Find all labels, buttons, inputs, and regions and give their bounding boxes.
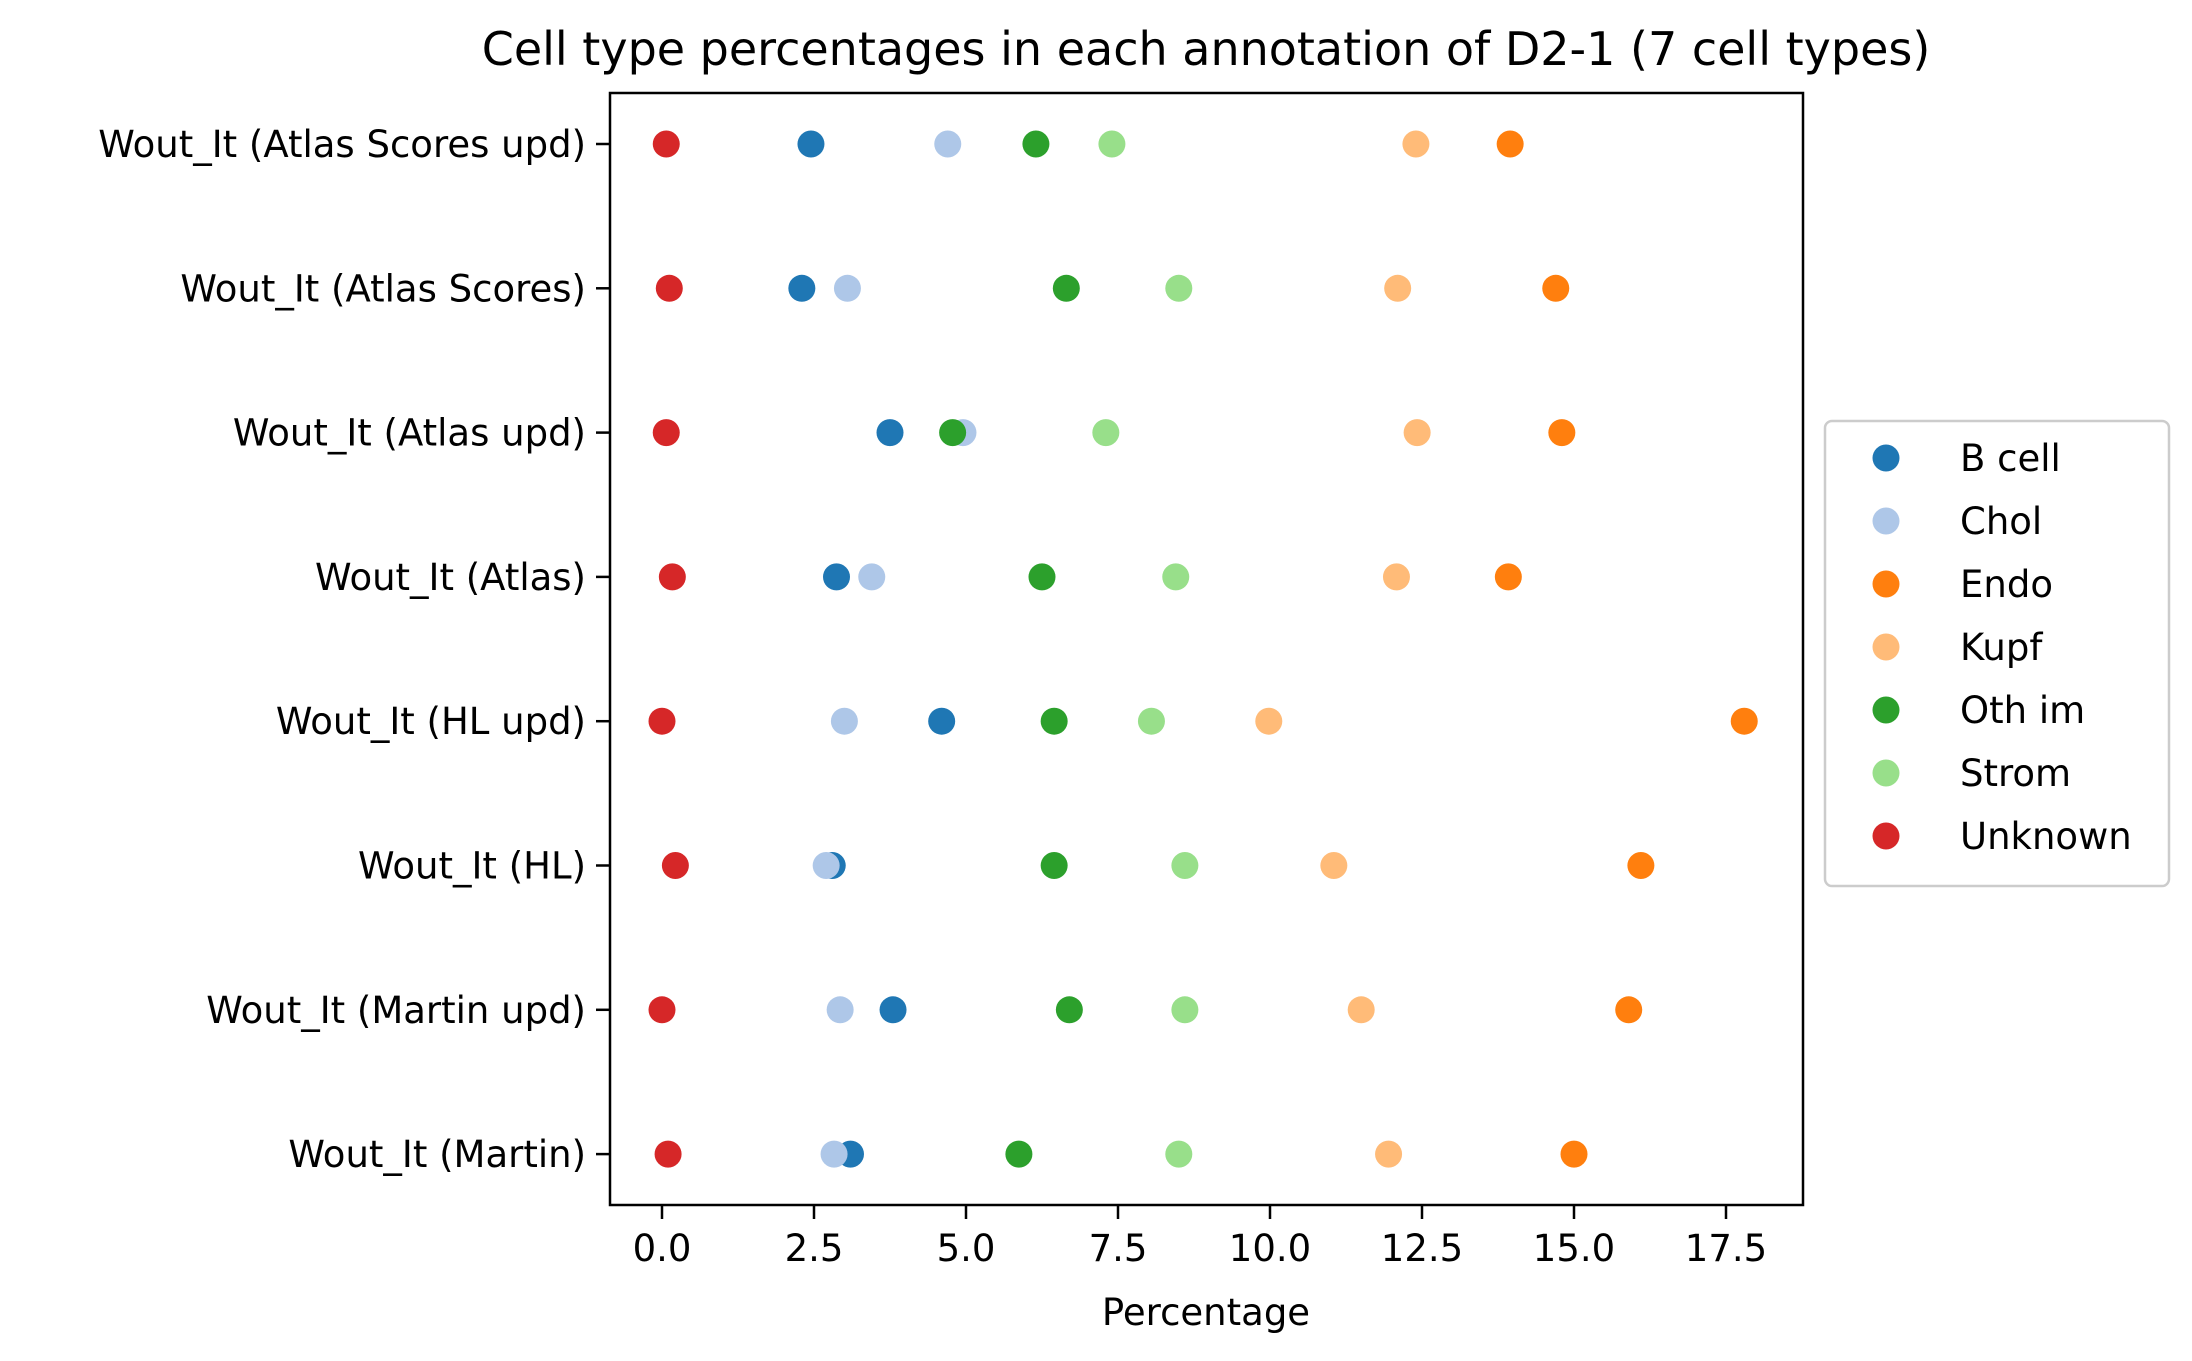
- x-tick-label: 17.5: [1685, 1227, 1767, 1270]
- data-point-chol: [833, 274, 861, 302]
- y-tick-label: Wout_It (Martin upd): [206, 989, 586, 1032]
- data-point-oth-im: [1040, 707, 1068, 735]
- data-point-b-cell: [928, 707, 956, 735]
- data-point-unknown: [661, 852, 689, 879]
- data-point-kupf: [1382, 563, 1410, 591]
- plot-frame: [608, 91, 1805, 1207]
- data-point-strom: [1098, 130, 1126, 158]
- data-point-kupf: [1255, 707, 1283, 735]
- data-point-unknown: [648, 996, 676, 1024]
- data-point-chol: [812, 852, 840, 879]
- x-axis: 0.0 2.5 5.0 7.5 10.0 12.5 15.0 17.5: [633, 1205, 1767, 1270]
- data-point-endo: [1730, 707, 1758, 735]
- data-point-kupf: [1375, 1140, 1403, 1168]
- data-point-unknown: [652, 419, 680, 447]
- data-point-chol: [934, 130, 962, 158]
- legend-marker: [1872, 570, 1900, 598]
- data-point-endo: [1496, 130, 1524, 158]
- data-point-b-cell: [788, 274, 816, 302]
- x-tick-label: 12.5: [1381, 1227, 1463, 1270]
- legend-label: Kupf: [1960, 626, 2043, 669]
- legend-marker: [1872, 696, 1900, 724]
- legend-marker: [1872, 507, 1900, 535]
- data-point-strom: [1137, 707, 1165, 735]
- legend-label: Chol: [1960, 500, 2042, 543]
- data-point-strom: [1171, 852, 1199, 879]
- data-point-endo: [1542, 274, 1570, 302]
- data-point-b-cell: [797, 130, 825, 158]
- data-point-unknown: [654, 1140, 682, 1168]
- x-tick-label: 5.0: [937, 1227, 996, 1270]
- data-point-endo: [1627, 852, 1655, 879]
- data-point-chol: [826, 996, 854, 1024]
- y-tick-label: Wout_It (Atlas): [315, 556, 586, 599]
- data-point-kupf: [1402, 130, 1430, 158]
- x-tick-label: 15.0: [1533, 1227, 1615, 1270]
- data-point-unknown: [652, 130, 680, 158]
- legend-label: B cell: [1960, 437, 2061, 480]
- data-point-oth-im: [1005, 1140, 1033, 1168]
- data-point-endo: [1615, 996, 1643, 1024]
- data-point-kupf: [1384, 274, 1412, 302]
- x-tick-label: 10.0: [1229, 1227, 1311, 1270]
- data-point-strom: [1165, 274, 1193, 302]
- legend: B cell Chol Endo Kupf Oth im Strom Unknown: [1823, 419, 2171, 888]
- legend-label: Oth im: [1960, 689, 2085, 732]
- data-point-b-cell: [879, 996, 907, 1024]
- y-tick-label: Wout_It (Atlas upd): [233, 412, 586, 455]
- y-tick-label: Wout_It (HL upd): [276, 700, 586, 743]
- x-tick-label: 2.5: [785, 1227, 844, 1270]
- data-point-unknown: [648, 707, 676, 735]
- data-point-oth-im: [939, 419, 967, 447]
- legend-label: Endo: [1960, 563, 2053, 606]
- x-tick-label: 7.5: [1089, 1227, 1148, 1270]
- data-points: [648, 130, 1758, 1168]
- data-point-kupf: [1320, 852, 1348, 879]
- y-axis: Wout_It (Atlas Scores upd) Wout_It (Atlas…: [98, 123, 610, 1176]
- data-point-oth-im: [1055, 996, 1083, 1024]
- x-axis-label: Percentage: [1102, 1291, 1310, 1334]
- chart-title: Cell type percentages in each annotation…: [482, 22, 1931, 76]
- y-tick-label: Wout_It (HL): [358, 845, 586, 888]
- data-point-unknown: [658, 563, 686, 591]
- legend-marker: [1872, 633, 1900, 661]
- data-point-b-cell: [876, 419, 904, 447]
- data-point-endo: [1548, 419, 1576, 447]
- legend-box: [1823, 419, 2171, 888]
- data-point-kupf: [1403, 419, 1431, 447]
- x-tick-label: 0.0: [633, 1227, 692, 1270]
- data-point-chol: [830, 707, 858, 735]
- data-point-oth-im: [1040, 852, 1068, 879]
- data-point-chol: [858, 563, 886, 591]
- data-point-b-cell: [822, 563, 850, 591]
- y-tick-label: Wout_It (Atlas Scores): [180, 267, 586, 310]
- data-point-oth-im: [1052, 274, 1080, 302]
- data-point-endo: [1494, 563, 1522, 591]
- y-tick-label: Wout_It (Martin): [288, 1133, 586, 1176]
- data-point-oth-im: [1022, 130, 1050, 158]
- legend-marker: [1872, 759, 1900, 787]
- data-point-strom: [1165, 1140, 1193, 1168]
- data-point-oth-im: [1028, 563, 1056, 591]
- data-point-strom: [1171, 996, 1199, 1024]
- legend-marker: [1872, 444, 1900, 472]
- legend-label: Strom: [1960, 752, 2071, 795]
- data-point-strom: [1092, 419, 1120, 447]
- data-point-chol: [820, 1140, 848, 1168]
- legend-label: Unknown: [1960, 815, 2132, 858]
- data-point-unknown: [655, 274, 683, 302]
- data-point-endo: [1560, 1140, 1588, 1168]
- data-point-kupf: [1347, 996, 1375, 1024]
- data-point-strom: [1162, 563, 1190, 591]
- legend-marker: [1872, 822, 1900, 850]
- y-tick-label: Wout_It (Atlas Scores upd): [98, 123, 586, 166]
